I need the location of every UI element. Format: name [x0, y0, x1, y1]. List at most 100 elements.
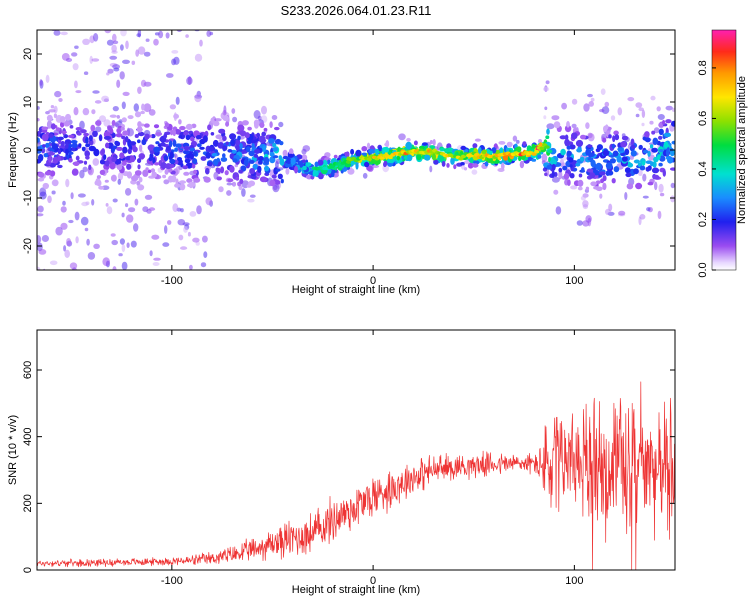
heatmap-cell — [83, 132, 89, 137]
heatmap-cell — [65, 113, 71, 121]
heatmap-cell — [127, 148, 132, 155]
heatmap-cell — [312, 169, 319, 177]
heatmap-cell — [294, 165, 298, 174]
heatmap-cell — [547, 149, 553, 154]
heatmap-cell — [564, 138, 570, 146]
heatmap-cell — [651, 167, 660, 174]
x-tick-label: 100 — [565, 275, 583, 287]
heatmap-cell — [413, 140, 418, 146]
heatmap-cell — [65, 142, 69, 149]
heatmap-cell — [559, 135, 567, 140]
heatmap-cell — [258, 156, 264, 161]
heatmap-cell — [256, 132, 261, 138]
heatmap-cell — [183, 131, 189, 136]
heatmap-cell — [149, 272, 157, 275]
heatmap-cell — [47, 195, 52, 204]
heatmap-cell — [635, 182, 643, 190]
heatmap-cell — [650, 95, 656, 101]
heatmap-cell — [170, 129, 174, 136]
heatmap-cell — [138, 176, 143, 183]
heatmap-cell — [111, 44, 117, 53]
heatmap-cell — [95, 126, 102, 133]
heatmap-cell — [416, 153, 422, 161]
y-tick-label: 600 — [22, 361, 34, 379]
heatmap-cell — [178, 119, 182, 125]
heatmap-cell — [577, 186, 583, 191]
heatmap-cell — [460, 162, 465, 166]
heatmap-cell — [248, 150, 255, 157]
heatmap-cell — [102, 257, 110, 267]
heatmap-cell — [37, 266, 41, 270]
snr-x-axis-label: Height of straight line (km) — [292, 584, 420, 596]
heatmap-cell — [593, 186, 601, 190]
heatmap-cell — [194, 53, 203, 62]
heatmap-cell — [88, 164, 92, 171]
heatmap-cell — [96, 175, 101, 179]
heatmap-cell — [237, 124, 245, 132]
heatmap-cell — [546, 164, 552, 170]
heatmap-cell — [576, 220, 583, 226]
heatmap-cell — [143, 51, 151, 57]
heatmap-cell — [235, 176, 240, 181]
heatmap-cell — [52, 156, 59, 164]
heatmap-cell — [302, 145, 311, 152]
heatmap-cell — [498, 141, 506, 145]
heatmap-cell — [317, 159, 324, 166]
heatmap-cell — [58, 98, 63, 102]
heatmap-cell — [282, 155, 289, 160]
heatmap-cell — [120, 126, 125, 131]
heatmap-cell — [621, 156, 628, 162]
heatmap-cell — [261, 131, 267, 137]
heatmap-cell — [92, 130, 98, 137]
heatmap-cell — [142, 169, 149, 177]
heatmap-cell — [117, 178, 122, 185]
heatmap-cell — [171, 175, 177, 183]
heatmap-cell — [398, 133, 406, 141]
heatmap-cell — [241, 120, 249, 126]
heatmap-cell — [280, 178, 284, 184]
heatmap-cell — [644, 131, 650, 138]
heatmap-cell — [137, 46, 146, 55]
heatmap-cell — [263, 156, 270, 165]
heatmap-cell — [177, 157, 182, 161]
heatmap-cell — [227, 178, 234, 183]
heatmap-cell — [649, 120, 654, 125]
y-tick-label: 10 — [22, 96, 34, 108]
heatmap-cell — [641, 109, 646, 118]
heatmap-cell — [168, 140, 173, 148]
heatmap-cell — [553, 189, 559, 195]
heatmap-cell — [460, 145, 467, 151]
heatmap-cell — [148, 156, 153, 162]
heatmap-cell — [261, 105, 267, 115]
heatmap-cell — [639, 165, 646, 171]
heatmap-cell — [112, 106, 119, 112]
heatmap-cell — [630, 144, 636, 149]
heatmap-cell — [643, 149, 649, 154]
heatmap-cell — [155, 132, 163, 136]
heatmap-cell — [627, 162, 634, 168]
heatmap-cell — [506, 147, 510, 152]
heatmap-cell — [65, 148, 69, 156]
heatmap-cell — [429, 140, 433, 145]
heatmap-cell — [57, 155, 62, 162]
heatmap-cell — [561, 102, 567, 110]
heatmap-cell — [608, 134, 612, 139]
heatmap-cell — [129, 141, 137, 146]
heatmap-cell — [602, 175, 607, 182]
heatmap-cell — [169, 104, 177, 110]
heatmap-cell — [183, 145, 190, 151]
heatmap-cell — [212, 139, 219, 147]
heatmap-cell — [62, 200, 66, 206]
heatmap-cell — [91, 109, 96, 115]
heatmap-cell — [83, 71, 89, 75]
heatmap-cell — [587, 133, 595, 142]
heatmap-cell — [275, 168, 281, 172]
heatmap-cell — [182, 165, 188, 170]
heatmap-cell — [396, 155, 401, 161]
heatmap-cell — [173, 153, 177, 158]
heatmap-cell — [543, 115, 547, 120]
y-tick-label: -20 — [22, 238, 34, 254]
heatmap-cell — [107, 126, 112, 131]
heatmap-cell — [189, 153, 194, 160]
heatmap-cell — [611, 178, 616, 184]
